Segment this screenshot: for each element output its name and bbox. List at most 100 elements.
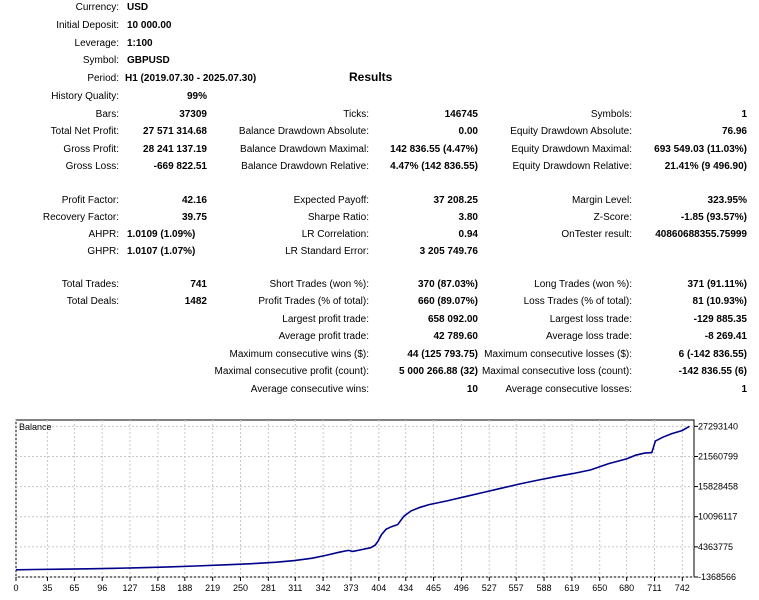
x-tick-label: 434 xyxy=(398,583,413,593)
max-consec-wins-value: 44 (125 793.75) xyxy=(407,349,478,360)
gross-profit-label: Gross Profit: xyxy=(63,144,119,155)
total-trades-value: 741 xyxy=(190,279,207,290)
long-trades-value: 371 (91.11%) xyxy=(687,279,748,290)
lr-corr-value: 0.94 xyxy=(458,229,478,240)
zscore-value: -1.85 (93.57%) xyxy=(680,212,747,223)
net-profit-label: Total Net Profit: xyxy=(50,126,119,137)
ahpr-value: 1.0109 (1.09%) xyxy=(127,229,196,240)
maximal-consec-loss-value: -142 836.55 (6) xyxy=(678,366,747,377)
max-consec-wins-label: Maximum consecutive wins ($): xyxy=(229,349,369,360)
profit-factor-value: 42.16 xyxy=(181,195,207,206)
chart-title: Balance xyxy=(19,422,52,432)
results-title: Results xyxy=(349,70,393,84)
eq-dd-max-value: 693 549.03 (11.03%) xyxy=(654,144,747,155)
avg-consec-losses-value: 1 xyxy=(741,384,747,395)
ontester-value: 40860688355.75999 xyxy=(655,229,747,240)
period-value: H1 (2019.07.30 - 2025.07.30) xyxy=(125,73,257,84)
avg-profit-label: Average profit trade: xyxy=(278,331,369,342)
recovery-factor-value: 39.75 xyxy=(181,212,207,223)
x-tick-label: 619 xyxy=(564,583,579,593)
bal-dd-max-value: 142 836.55 (4.47%) xyxy=(390,144,478,155)
x-tick-label: 742 xyxy=(675,583,690,593)
x-tick-label: 96 xyxy=(97,583,107,593)
chart-grid xyxy=(15,420,694,578)
y-tick-label: 15828458 xyxy=(698,482,738,492)
avg-loss-value: -8 269.41 xyxy=(704,331,747,342)
y-tick-label: -1368566 xyxy=(698,572,736,582)
profit-factor-label: Profit Factor: xyxy=(61,195,119,206)
symbol-label: Symbol: xyxy=(82,55,119,66)
symbols-label: Symbols: xyxy=(590,109,632,120)
x-tick-label: 650 xyxy=(592,583,607,593)
short-trades-label: Short Trades (won %): xyxy=(269,279,369,290)
eq-dd-abs-label: Equity Drawdown Absolute: xyxy=(510,126,632,137)
recovery-factor-label: Recovery Factor: xyxy=(42,212,119,223)
avg-consec-wins-value: 10 xyxy=(466,384,478,395)
x-tick-label: 188 xyxy=(177,583,192,593)
gross-profit-value: 28 241 137.19 xyxy=(143,144,207,155)
x-tick-label: 588 xyxy=(537,583,552,593)
lr-std-value: 3 205 749.76 xyxy=(419,246,478,257)
max-consec-losses-value: 6 (-142 836.55) xyxy=(678,349,747,360)
lr-corr-label: LR Correlation: xyxy=(301,229,369,240)
gross-loss-label: Gross Loss: xyxy=(65,161,119,172)
ticks-value: 146745 xyxy=(444,109,478,120)
bal-dd-rel-label: Balance Drawdown Relative: xyxy=(241,161,369,172)
deposit-value: 10 000.00 xyxy=(127,20,172,31)
y-tick-label: 27293140 xyxy=(698,421,738,431)
avg-consec-losses-label: Average consecutive losses: xyxy=(505,384,632,395)
eq-dd-max-label: Equity Drawdown Maximal: xyxy=(511,144,632,155)
zscore-label: Z-Score: xyxy=(593,212,632,223)
bal-dd-max-label: Balance Drawdown Maximal: xyxy=(240,144,369,155)
margin-level-label: Margin Level: xyxy=(571,195,632,206)
loss-trades-label: Loss Trades (% of total): xyxy=(523,296,632,307)
short-trades-value: 370 (87.03%) xyxy=(417,279,478,290)
profit-trades-label: Profit Trades (% of total): xyxy=(258,296,369,307)
x-tick-label: 35 xyxy=(42,583,52,593)
x-tick-label: 496 xyxy=(454,583,469,593)
x-tick-label: 250 xyxy=(233,583,248,593)
ontester-label: OnTester result: xyxy=(561,229,632,240)
expected-payoff-label: Expected Payoff: xyxy=(293,195,369,206)
ghpr-value: 1.0107 (1.07%) xyxy=(127,246,196,257)
bal-dd-abs-value: 0.00 xyxy=(458,126,478,137)
symbol-value: GBPUSD xyxy=(127,55,170,66)
history-quality-value: 99% xyxy=(186,91,207,102)
x-tick-label: 342 xyxy=(316,583,331,593)
largest-profit-label: Largest profit trade: xyxy=(282,314,369,325)
x-tick-label: 373 xyxy=(343,583,358,593)
ticks-label: Ticks: xyxy=(343,109,369,120)
margin-level-value: 323.95% xyxy=(707,195,747,206)
largest-loss-value: -129 885.35 xyxy=(693,314,747,325)
gross-loss-value: -669 822.51 xyxy=(153,161,207,172)
x-tick-label: 219 xyxy=(205,583,220,593)
lr-std-label: LR Standard Error: xyxy=(285,246,369,257)
leverage-value: 1:100 xyxy=(127,38,153,49)
bars-value: 37309 xyxy=(179,109,207,120)
net-profit-value: 27 571 314.68 xyxy=(143,126,207,137)
avg-consec-wins-label: Average consecutive wins: xyxy=(250,384,369,395)
loss-trades-value: 81 (10.93%) xyxy=(692,296,747,307)
bal-dd-abs-label: Balance Drawdown Absolute: xyxy=(238,126,369,137)
x-tick-label: 65 xyxy=(69,583,79,593)
largest-profit-value: 658 092.00 xyxy=(427,314,478,325)
avg-loss-label: Average loss trade: xyxy=(546,331,632,342)
x-tick-label: 711 xyxy=(647,583,661,593)
x-tick-label: 127 xyxy=(123,583,138,593)
sharpe-label: Sharpe Ratio: xyxy=(307,212,369,223)
balance-chart: Balance 27293140 21560799 15828458 10096117… xyxy=(13,419,738,593)
bal-dd-rel-value: 4.47% (142 836.55) xyxy=(390,161,478,172)
total-trades-label: Total Trades: xyxy=(61,279,119,290)
x-tick-label: 158 xyxy=(150,583,165,593)
x-tick-label: 680 xyxy=(619,583,634,593)
eq-dd-rel-value: 21.41% (9 496.90) xyxy=(664,161,747,172)
period-label: Period: xyxy=(87,73,119,84)
eq-dd-rel-label: Equity Drawdown Relative: xyxy=(512,161,633,172)
ahpr-label: AHPR: xyxy=(88,229,119,240)
x-tick-label: 465 xyxy=(426,583,441,593)
maximal-consec-profit-label: Maximal consecutive profit (count): xyxy=(214,366,369,377)
balance-line xyxy=(15,425,690,571)
y-tick-label: 4363775 xyxy=(698,542,733,552)
currency-label: Currency: xyxy=(75,2,119,13)
maximal-consec-profit-value: 5 000 266.88 (32) xyxy=(399,366,478,377)
